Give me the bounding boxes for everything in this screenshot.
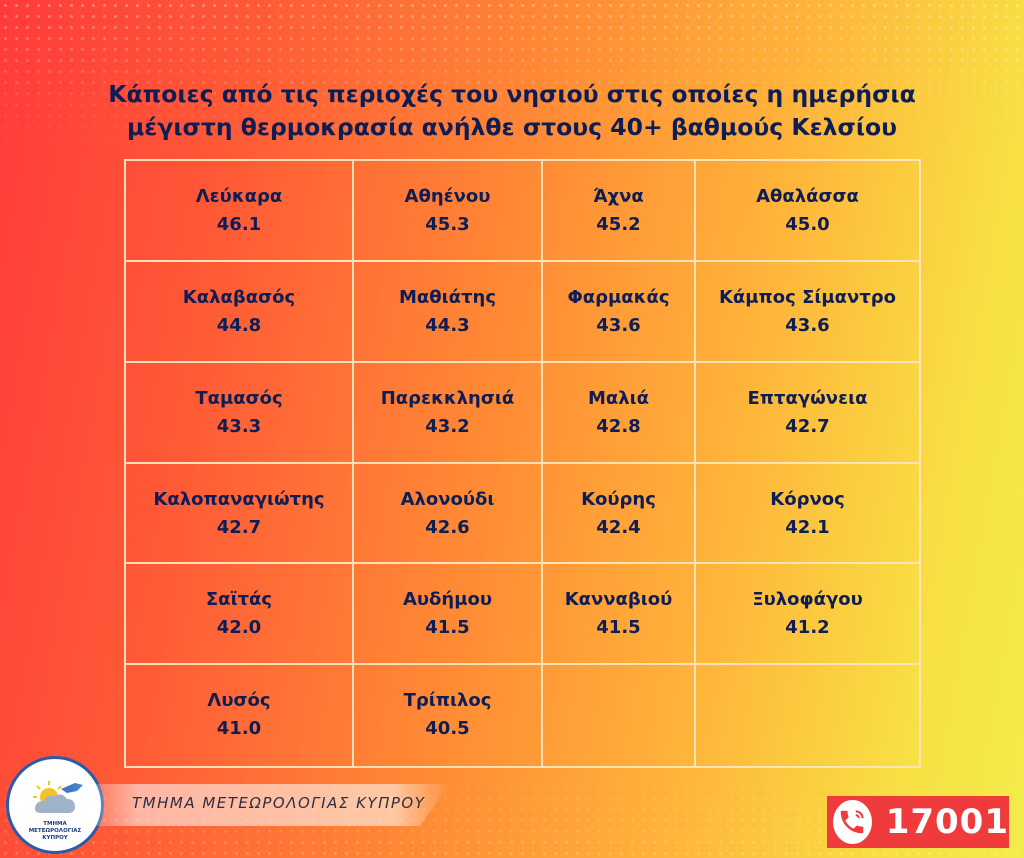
- title-line-2: μέγιστη θερμοκρασία ανήλθε στους 40+ βαθ…: [126, 113, 897, 141]
- title-line-1: Κάποιες από τις περιοχές του νησιού στις…: [108, 80, 916, 108]
- location-name: Κόρνος: [770, 488, 845, 510]
- table-cell: Αλονούδι 42.6: [354, 463, 543, 565]
- location-temp: 44.3: [425, 314, 470, 336]
- table-cell: Αθαλάσσα 45.0: [696, 161, 919, 262]
- location-temp: 46.1: [216, 214, 262, 235]
- table-cell: Κόρνος 42.1: [696, 464, 919, 565]
- table-cell: Ταμασός 43.3: [126, 362, 354, 464]
- phone-contact[interactable]: 17001: [827, 796, 1009, 848]
- location-name: Αθηένου: [404, 186, 491, 207]
- location-name: Παρεκκλησιά: [380, 387, 515, 409]
- location-temp: 40.5: [425, 718, 470, 740]
- location-name: Μαλιά: [587, 387, 650, 409]
- phone-icon: [833, 800, 872, 844]
- table-cell: Ξυλοφάγου 41.2: [696, 564, 919, 666]
- svg-text:ΚΥΠΡΟΥ: ΚΥΠΡΟΥ: [42, 835, 69, 841]
- location-temp: 43.6: [596, 314, 641, 336]
- table-cell: Κάμπος Σίμαντρο 43.6: [696, 262, 919, 363]
- table-cell: Αθηένου 45.3: [354, 161, 543, 262]
- location-temp: 45.2: [596, 214, 641, 235]
- table-cell: Καλοπαναγιώτης 42.7: [126, 463, 354, 565]
- location-name: Επταγώνεια: [747, 387, 868, 409]
- table-cell: Λυσός 41.0: [126, 665, 354, 766]
- location-temp: 42.4: [596, 516, 641, 538]
- table-cell: Τρίπιλος 40.5: [354, 665, 543, 766]
- location-name: Ταμασός: [195, 387, 283, 409]
- location-name: Κούρης: [581, 488, 656, 510]
- page-title: Κάποιες από τις περιοχές του νησιού στις…: [80, 78, 944, 144]
- location-name: Κανναβιού: [564, 589, 673, 611]
- location-name: Αυδήμου: [402, 589, 493, 611]
- location-temp: 41.0: [216, 718, 262, 740]
- location-name: Ξυλοφάγου: [752, 589, 863, 611]
- location-temp: 41.2: [785, 617, 830, 639]
- table-cell: Αυδήμου 41.5: [354, 564, 543, 666]
- table-cell: Λεύκαρα 46.1: [126, 161, 354, 262]
- location-temp: 42.6: [425, 516, 470, 538]
- location-name: Φαρμακάς: [567, 286, 670, 308]
- location-name: Άχνα: [593, 186, 644, 207]
- location-temp: 43.2: [425, 415, 470, 437]
- location-temp: 41.5: [425, 617, 470, 639]
- table-cell: Φαρμακάς 43.6: [543, 261, 696, 363]
- location-temp: 41.5: [596, 617, 641, 639]
- table-cell: Κανναβιού 41.5: [543, 564, 696, 666]
- phone-number: 17001: [885, 802, 1009, 842]
- location-temp: 42.0: [216, 617, 262, 639]
- location-temp: 45.3: [425, 214, 470, 235]
- location-temp: 43.3: [216, 415, 262, 437]
- table-cell: Άχνα 45.2: [543, 161, 696, 262]
- table-cell: Κούρης 42.4: [543, 463, 696, 565]
- table-cell: Επταγώνεια 42.7: [696, 363, 919, 464]
- table-cell-empty: [543, 665, 696, 766]
- location-temp: 42.7: [785, 415, 830, 437]
- table-cell: Μαλιά 42.8: [543, 362, 696, 464]
- department-name: ΤΜΗΜΑ ΜΕΤΕΩΡΟΛΟΓΙΑΣ ΚΥΠΡΟΥ: [132, 794, 426, 812]
- table-cell: Καλαβασός 44.8: [126, 261, 354, 363]
- svg-text:ΜΕΤΕΩΡΟΛΟΓΙΑΣ: ΜΕΤΕΩΡΟΛΟΓΙΑΣ: [29, 828, 82, 834]
- location-temp: 43.6: [785, 314, 830, 336]
- table-cell: Σαϊτάς 42.0: [126, 564, 354, 666]
- location-temp: 44.8: [216, 314, 262, 336]
- location-name: Καλοπαναγιώτης: [153, 488, 325, 510]
- location-temp: 42.1: [785, 516, 830, 538]
- location-temp: 42.7: [216, 516, 262, 538]
- location-name: Μαθιάτης: [399, 286, 496, 308]
- location-name: Αλονούδι: [400, 488, 495, 510]
- table-cell-empty: [696, 665, 919, 766]
- table-cell: Μαθιάτης 44.3: [354, 261, 543, 363]
- department-name-band: [70, 784, 450, 826]
- temperature-table: Λεύκαρα 46.1 Αθηένου 45.3 Άχνα 45.2 Αθαλάσσ…: [124, 159, 921, 768]
- location-name: Καλαβασός: [182, 286, 296, 308]
- location-name: Λυσός: [207, 690, 271, 712]
- location-name: Σαϊτάς: [205, 589, 273, 611]
- dot-pattern-top: [0, 0, 1024, 150]
- location-name: Τρίπιλος: [403, 690, 492, 712]
- table-cell: Παρεκκλησιά 43.2: [354, 362, 543, 464]
- location-temp: 45.0: [785, 214, 830, 235]
- location-name: Κάμπος Σίμαντρο: [718, 286, 897, 308]
- location-name: Αθαλάσσα: [756, 186, 859, 207]
- svg-text:ΤΜΗΜΑ: ΤΜΗΜΑ: [43, 821, 67, 827]
- location-name: Λεύκαρα: [195, 186, 283, 207]
- location-temp: 42.8: [596, 415, 641, 437]
